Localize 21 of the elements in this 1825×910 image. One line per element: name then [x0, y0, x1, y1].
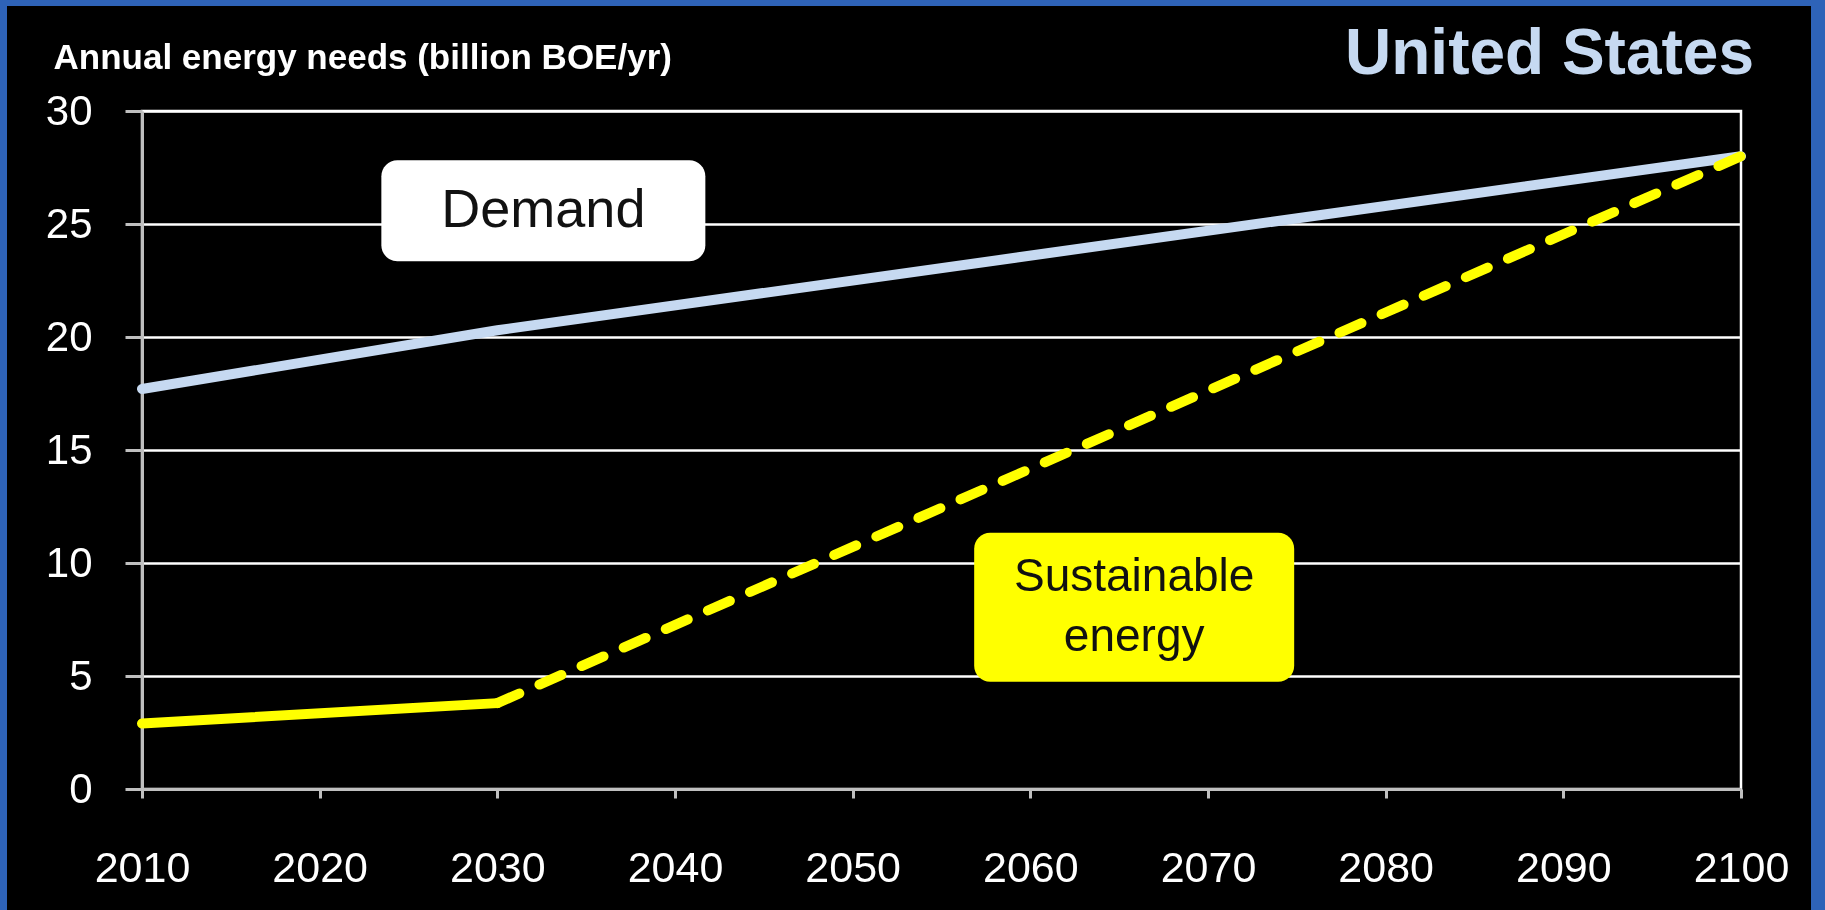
x-tick-label: 2020: [272, 842, 368, 891]
x-tick-label: 2040: [627, 842, 724, 891]
x-tick-label: 2060: [983, 842, 1079, 891]
y-tick-label: 30: [45, 86, 93, 134]
y-axis-title: Annual energy needs (billion BOE/yr): [53, 36, 672, 76]
y-tick-label: 15: [45, 425, 93, 473]
series-label: Demand: [441, 177, 646, 238]
x-tick-label: 2070: [1160, 842, 1257, 891]
y-tick-label: 0: [69, 764, 93, 812]
y-tick-label: 10: [45, 538, 93, 586]
chart-title: United States: [1345, 16, 1754, 88]
y-tick-label: 5: [69, 651, 93, 699]
series-label: Sustainable energy: [1013, 549, 1255, 662]
x-tick-label: 2030: [450, 842, 546, 891]
y-tick-label: 20: [45, 312, 93, 360]
x-tick-label: 2050: [805, 842, 901, 891]
y-tick-label: 25: [45, 199, 93, 247]
x-tick-label: 2090: [1516, 842, 1612, 891]
x-tick-label: 2100: [1693, 842, 1790, 891]
x-tick-label: 2010: [94, 842, 191, 891]
x-tick-label: 2080: [1338, 842, 1434, 891]
